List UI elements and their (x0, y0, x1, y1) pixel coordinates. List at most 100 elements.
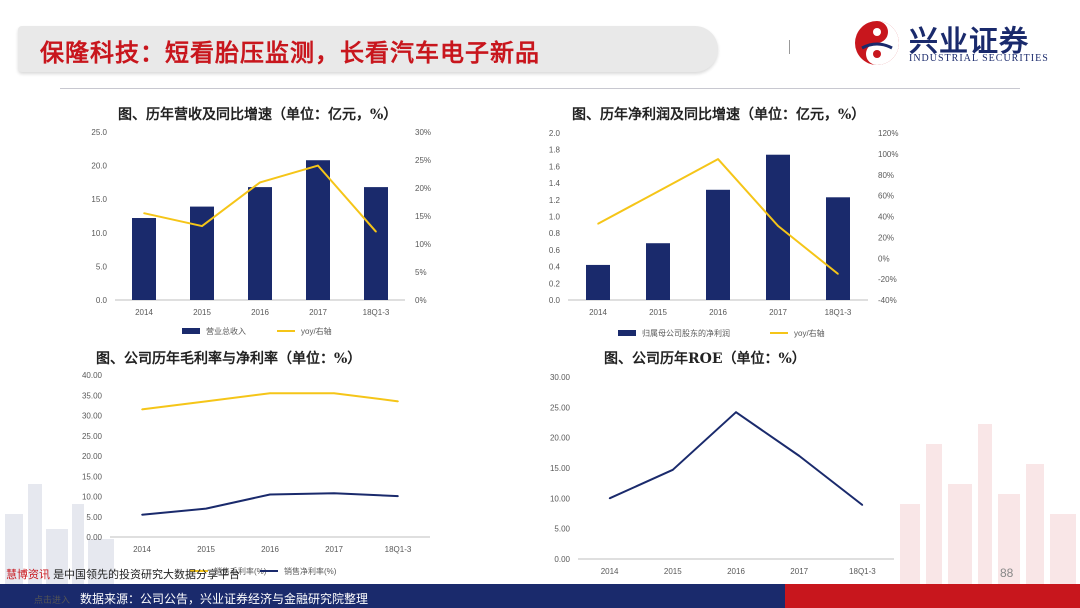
x-tick-label: 2014 (135, 308, 153, 317)
x-tick-label: 2015 (649, 308, 667, 317)
y-tick-label: 2.0 (549, 129, 561, 138)
y-tick-label: 1.8 (549, 146, 561, 155)
x-tick-label: 2017 (325, 545, 343, 554)
data-source: 数据来源：公司公告，兴业证券经济与金融研究院整理 (80, 592, 369, 606)
x-tick-label: 2017 (769, 308, 787, 317)
skyline-left-decoration (5, 484, 114, 584)
y-tick-label: 0.2 (549, 279, 561, 288)
y-tick-label: 1.0 (549, 213, 561, 222)
legend-label: yoy/右轴 (794, 328, 825, 338)
data-point (205, 400, 207, 403)
x-tick-label: 2015 (193, 308, 211, 317)
y-tick-label: 5.00 (554, 525, 570, 534)
watermark-slogan: 是中国领先的投资研究大数据分享平台 (53, 569, 241, 581)
watermark-brand[interactable]: 慧博资讯 (6, 569, 50, 581)
bar (586, 264, 610, 300)
legend-swatch (182, 328, 200, 334)
y2-tick-label: 80% (878, 171, 894, 180)
logo-emblem-icon (855, 21, 899, 65)
bar (248, 187, 272, 300)
y-tick-label: 5.00 (86, 513, 102, 522)
data-point (657, 190, 659, 193)
y2-tick-label: 5% (415, 268, 427, 277)
page-title: 保隆科技：短看胎压监测，长看汽车电子新品 (40, 39, 540, 67)
data-point (141, 408, 143, 411)
data-point (608, 497, 611, 500)
x-tick-label: 2017 (309, 308, 327, 317)
chart-title-margins: 图、公司历年毛利率与净利率（单位：%） (96, 351, 362, 367)
y-tick-label: 25.00 (82, 432, 103, 441)
y2-tick-label: 120% (878, 129, 898, 138)
revenue-chart: 0.0 5.0 10.0 15.0 20.0 25.0 0% 5% 10% 15% 20% 25% 30… (91, 128, 431, 336)
y-tick-label: 1.2 (549, 196, 561, 205)
x-tick-label: 2017 (790, 567, 808, 576)
bar (364, 187, 388, 300)
header-divider-line (60, 88, 1020, 89)
data-point (672, 469, 674, 471)
bar (306, 160, 330, 300)
bar (646, 243, 670, 300)
data-point (333, 492, 335, 495)
legend-swatch (618, 330, 636, 336)
series-line (609, 411, 864, 506)
x-tick-label: 2016 (709, 308, 727, 317)
y-tick-label: 10.0 (91, 229, 107, 238)
x-tick-label: 18Q1-3 (385, 545, 412, 554)
x-tick-label: 2015 (197, 545, 215, 554)
bar (132, 218, 156, 300)
y-tick-label: 0.6 (549, 246, 561, 255)
watermark-enter-link[interactable]: 点击进入 (34, 595, 71, 605)
series-line (141, 392, 399, 411)
logo-english-name: INDUSTRIAL SECURITIES (909, 53, 1049, 64)
y-tick-label: 0.0 (96, 296, 108, 305)
legend-label: 销售净利率(%) (284, 566, 337, 576)
y2-tick-label: 30% (415, 128, 431, 137)
y-tick-label: 15.00 (82, 472, 103, 481)
y2-tick-label: -20% (878, 275, 897, 284)
bar (826, 197, 850, 300)
y2-tick-label: 25% (415, 156, 431, 165)
data-point (397, 400, 399, 403)
data-point (397, 495, 399, 497)
data-point (259, 181, 261, 184)
data-point (861, 504, 864, 506)
y-tick-label: 20.00 (550, 434, 571, 443)
title-banner (18, 26, 718, 72)
footer-bar-navy (0, 584, 785, 608)
y-tick-label: 30.00 (550, 373, 571, 382)
data-point (597, 223, 599, 225)
y-tick-label: 0.4 (549, 263, 561, 272)
data-point (317, 164, 319, 167)
header-divider (789, 40, 790, 54)
y2-tick-label: 0% (415, 296, 427, 305)
series-line (141, 492, 399, 516)
y2-tick-label: 60% (878, 192, 894, 201)
y-tick-label: 10.00 (550, 494, 571, 503)
y-tick-label: 20.0 (91, 162, 107, 171)
data-point (141, 513, 143, 516)
y-tick-label: 1.6 (549, 162, 561, 171)
y-tick-label: 0.0 (549, 296, 561, 305)
y2-tick-label: 20% (415, 184, 431, 193)
y-tick-label: 0.00 (554, 555, 570, 564)
data-point (717, 158, 719, 160)
y2-tick-label: 0% (878, 254, 890, 263)
y-tick-label: 1.4 (549, 179, 561, 188)
data-point (777, 225, 779, 227)
data-point (735, 411, 737, 413)
y2-tick-label: 40% (878, 213, 894, 222)
data-point (837, 273, 839, 275)
data-point (205, 507, 207, 510)
data-point (201, 225, 203, 227)
x-tick-label: 18Q1-3 (363, 308, 390, 317)
y-tick-label: 40.00 (82, 371, 103, 380)
bar (766, 154, 790, 300)
y2-tick-label: 100% (878, 150, 898, 159)
chart-title-roe: 图、公司历年ROE（单位：%） (604, 351, 806, 367)
company-logo: 兴业证券 INDUSTRIAL SECURITIES (852, 18, 1067, 68)
x-tick-label: 2016 (261, 545, 279, 554)
data-point (269, 392, 271, 395)
x-tick-label: 2014 (133, 545, 151, 554)
skyline-right-decoration (900, 424, 1076, 584)
data-point (143, 212, 145, 214)
